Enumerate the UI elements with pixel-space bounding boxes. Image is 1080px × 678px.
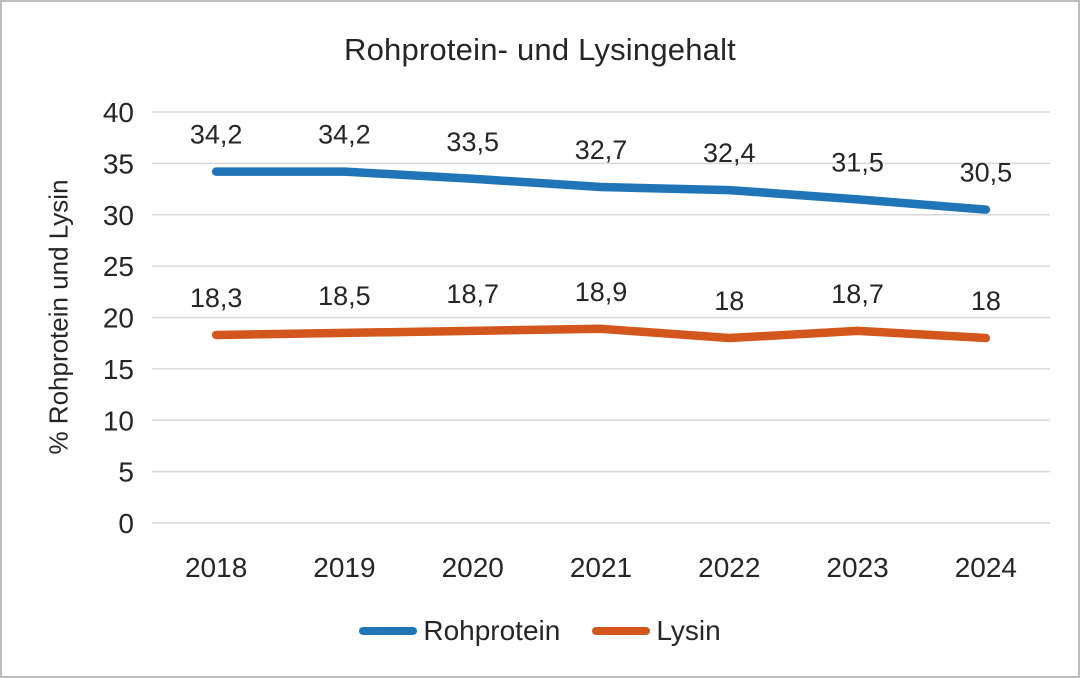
data-label: 34,2 xyxy=(190,120,243,150)
chart-title: Rohprotein- und Lysingehalt xyxy=(343,32,736,67)
y-tick-label: 15 xyxy=(103,354,134,385)
data-label: 18,3 xyxy=(190,283,243,313)
x-tick-label: 2020 xyxy=(442,552,504,583)
series-line-lysin xyxy=(211,324,991,343)
data-label: 32,7 xyxy=(575,135,628,165)
legend: Rohprotein Lysin xyxy=(2,615,1078,647)
data-label: 33,5 xyxy=(446,127,499,157)
legend-swatch-lysin xyxy=(592,627,651,635)
data-label: 18,9 xyxy=(575,277,628,307)
data-label: 18 xyxy=(971,286,1001,316)
data-label: 32,4 xyxy=(703,138,756,168)
x-tick-label: 2024 xyxy=(955,552,1017,583)
legend-item-lysin: Lysin xyxy=(592,615,721,647)
y-tick-label: 0 xyxy=(118,508,134,539)
data-label: 18,7 xyxy=(446,279,499,309)
x-tick-label: 2019 xyxy=(313,552,375,583)
y-tick-label: 40 xyxy=(103,97,134,128)
data-label: 30,5 xyxy=(960,158,1013,188)
legend-item-rohprotein: Rohprotein xyxy=(359,615,560,647)
y-tick-label: 30 xyxy=(103,200,134,231)
data-label: 34,2 xyxy=(318,120,371,150)
y-tick-label: 5 xyxy=(118,457,134,488)
data-label: 18 xyxy=(714,286,744,316)
data-label: 18,5 xyxy=(318,281,371,311)
x-tick-label: 2018 xyxy=(185,552,247,583)
series-line-rohprotein xyxy=(211,167,991,214)
x-tick-label: 2022 xyxy=(698,552,760,583)
x-tick-label: 2021 xyxy=(570,552,632,583)
legend-label: Rohprotein xyxy=(423,615,561,646)
legend-label: Lysin xyxy=(656,615,721,646)
data-label: 18,7 xyxy=(831,279,884,309)
x-tick-label: 2023 xyxy=(826,552,888,583)
data-label: 31,5 xyxy=(831,147,884,177)
y-tick-label: 10 xyxy=(103,405,134,436)
y-tick-label: 20 xyxy=(103,303,134,334)
y-tick-label: 35 xyxy=(103,148,134,179)
y-tick-label: 25 xyxy=(103,251,134,282)
legend-swatch-rohprotein xyxy=(359,627,418,635)
